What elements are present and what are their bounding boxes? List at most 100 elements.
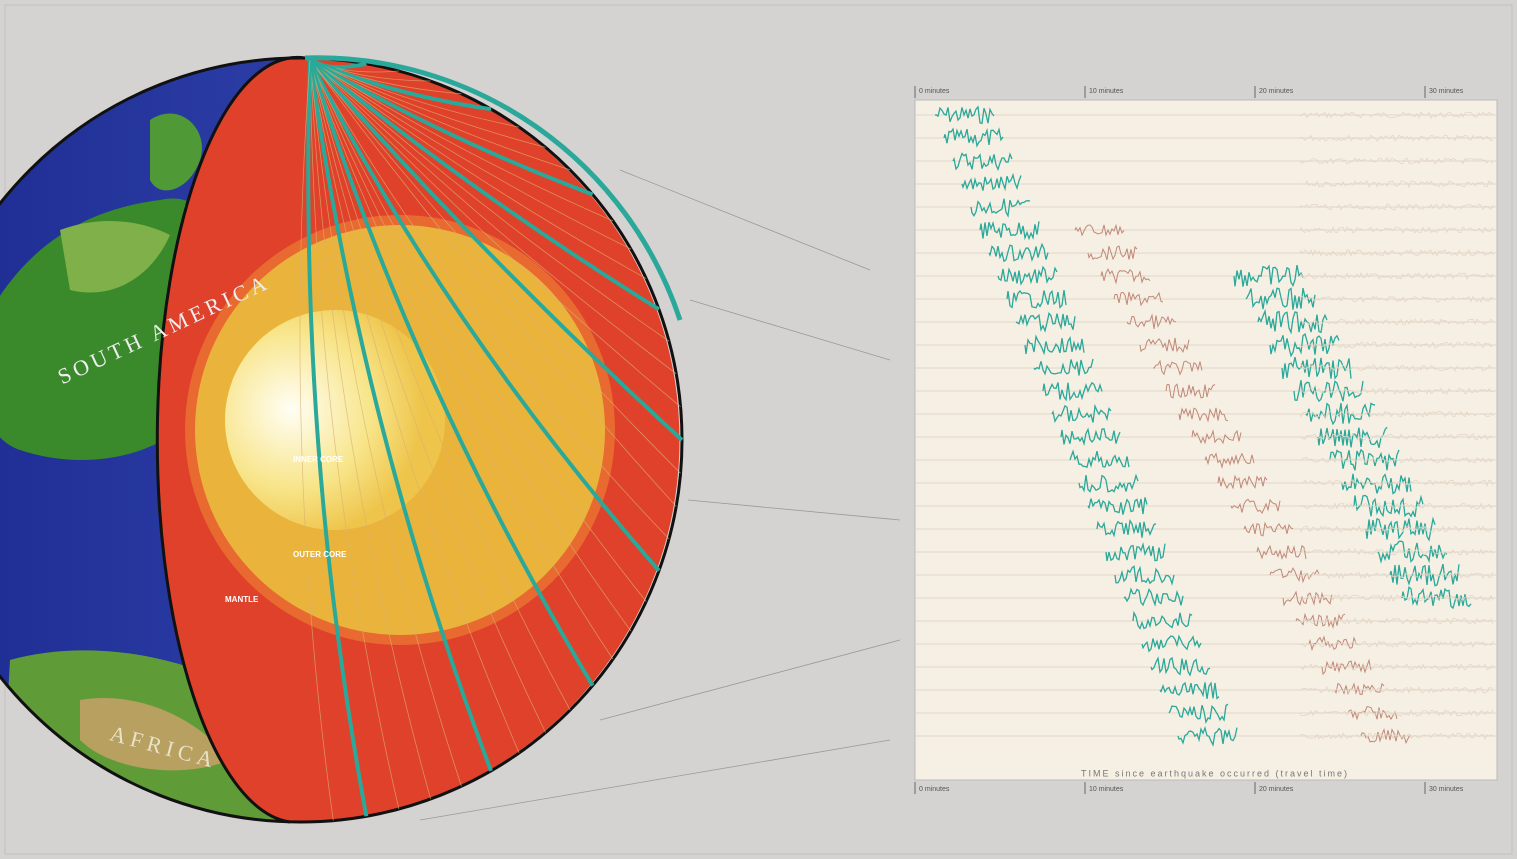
seismogram-trace [1123,587,1184,607]
seismogram-trace [1295,612,1346,630]
seismogram-trace [1152,359,1203,376]
seismogram-trace [1269,332,1340,358]
seismogram-trace [1329,448,1400,471]
seismogram-trace [1299,548,1494,556]
seismogram-trace [1305,402,1376,426]
seismogram-trace [1087,497,1148,515]
seismogram-trace [1365,516,1436,542]
seismogram-trace [1299,203,1494,211]
seismic-ray [309,59,520,128]
seismic-ray [299,59,334,821]
seismic-ray [309,59,520,754]
seismogram-trace [1347,705,1398,721]
seismogram-trace [1113,291,1164,307]
seismogram-trace [1299,617,1494,625]
seismogram-trace [1299,456,1494,464]
seismogram-trace [1299,709,1494,717]
seismogram-trace [1042,381,1103,402]
seismogram-trace [1299,525,1494,533]
seismogram-trace [1299,502,1494,510]
seismogram-trace [1178,407,1229,423]
seismic-ray [309,59,462,787]
seismic-ray [309,59,571,711]
seismogram-trace [1159,681,1220,700]
seismogram-trace [1341,473,1412,495]
seismogram-trace [1299,364,1494,372]
seismogram-trace [1204,452,1255,469]
tick-label: 0 minutes [919,88,950,95]
seismogram-trace [1299,640,1494,649]
seismogram-trace [1132,610,1193,630]
seismogram-trace [1150,656,1211,677]
surface-wave [304,55,683,321]
seismic-ray [309,59,681,474]
seismic-ray [309,59,614,222]
seismogram-trace [1293,380,1364,403]
seismogram-trace [1353,494,1424,518]
seismic-ray [309,59,631,250]
seismogram-trace [1299,663,1494,671]
seismogram-trace [1230,498,1281,514]
seismic-ray [309,59,432,800]
seismogram-trace [1126,313,1177,329]
tick-label: 0 minutes [919,786,950,793]
layer-label: OUTER CORE [293,550,347,559]
seismic-ray [309,59,681,408]
seismogram-trace [1401,586,1472,610]
seismic-ray [306,59,369,817]
seismic-ray [308,59,595,687]
tick-label: 30 minutes [1429,786,1464,793]
seismogram-trace [961,172,1022,192]
leader-group [419,169,901,821]
seismogram-trace [1299,410,1494,418]
seismogram-trace [934,105,995,125]
seismogram-trace [1299,341,1494,349]
seismogram-trace [1245,287,1316,310]
seismogram-trace [1177,726,1238,747]
seismogram-trace [997,265,1058,286]
seismogram-trace [1165,383,1216,399]
seismic-ray [308,59,661,572]
seismogram-trace [1299,134,1494,142]
seismogram-trace [1139,337,1190,353]
seismogram-trace [1078,473,1139,493]
seismic-ray [308,58,661,312]
seismogram-trace [1321,658,1372,676]
leader-line [619,169,871,271]
tick-label: 30 minutes [1429,88,1464,95]
layer-label: MANTLE [225,595,259,604]
seismogram-trace [1299,295,1494,303]
seismogram-trace [1243,521,1294,537]
seismogram-trace [1087,245,1138,261]
seismogram-trace [1299,593,1494,602]
seismic-ray [309,59,632,632]
seismogram-trace [1389,563,1460,587]
seismogram-trace [1060,427,1121,447]
seismic-ray [309,59,670,540]
seismogram-trace [1299,318,1494,326]
leader-line [687,499,901,521]
tick-label: 20 minutes [1259,786,1294,793]
seismogram-trace [1257,308,1328,335]
seismogram-trace [1334,682,1385,696]
leader-line [689,299,891,361]
seismogram-trace [1217,474,1268,490]
seismogram-trace [1377,540,1448,565]
tick-label: 10 minutes [1089,88,1124,95]
cut-edge [155,55,306,824]
leader-line [599,639,901,721]
seismogram-trace [1233,264,1304,288]
seismogram-trace [1100,268,1151,285]
seismogram-trace [1191,429,1242,445]
seismogram-trace [1096,519,1157,538]
seismogram-trace [1299,249,1494,257]
seismic-ray [309,59,546,148]
seismogram-trace [1015,312,1076,333]
seismogram-trace [1269,567,1320,584]
seismogram-trace [979,220,1040,241]
layer-label: INNER CORE [293,455,344,464]
seismogram-trace [1024,334,1085,356]
seismic-ray [309,59,546,733]
tick-label: 20 minutes [1259,88,1294,95]
seismic-ray [308,58,684,442]
